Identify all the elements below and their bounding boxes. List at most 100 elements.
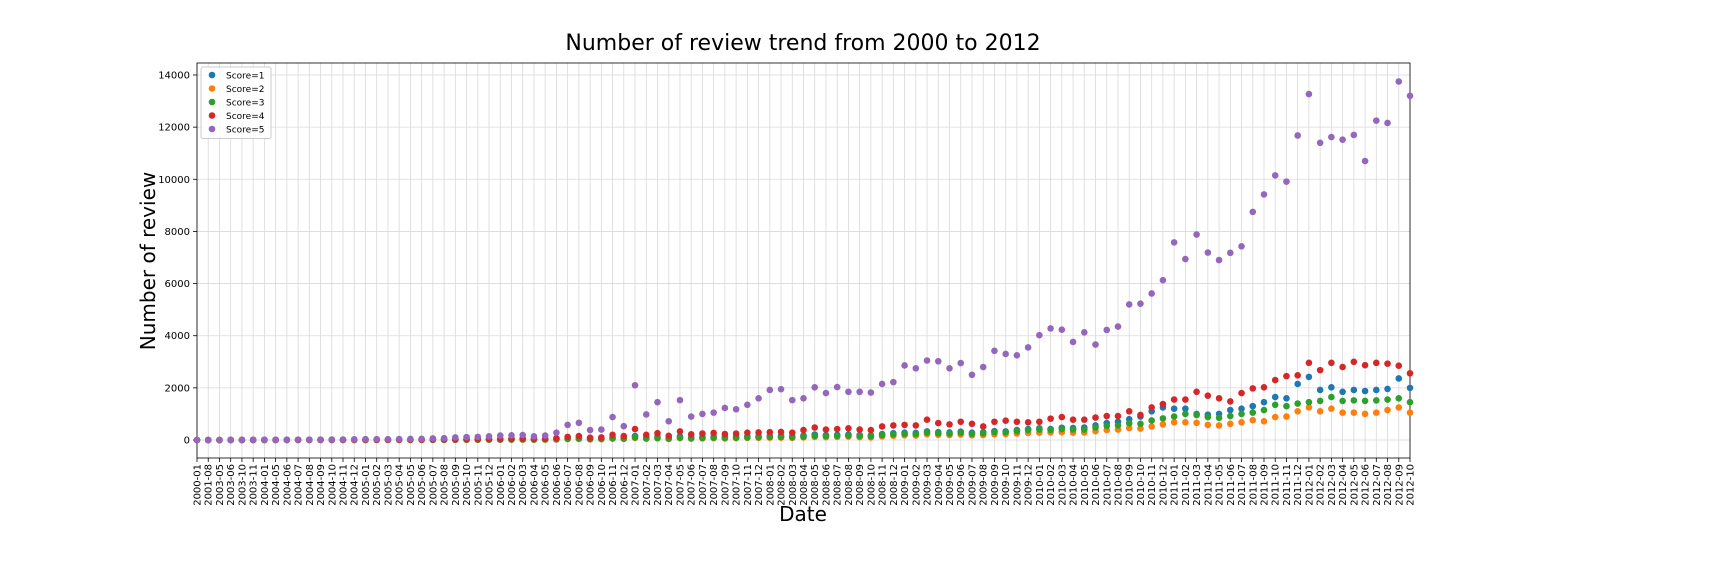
data-point	[1137, 425, 1144, 432]
data-point	[1406, 92, 1414, 100]
data-point	[1384, 406, 1391, 414]
data-point	[609, 413, 616, 421]
data-point	[1148, 417, 1155, 424]
data-point	[339, 436, 347, 443]
data-point	[867, 389, 875, 396]
data-point	[1002, 350, 1009, 358]
data-point	[1159, 400, 1167, 408]
data-point	[890, 422, 897, 429]
data-point	[1260, 398, 1268, 406]
x-tick-label: 2008-05	[810, 464, 821, 506]
data-point	[923, 357, 931, 364]
data-point	[979, 429, 987, 437]
data-point	[620, 422, 628, 430]
x-tick-label: 2003-05	[215, 464, 226, 506]
data-point	[744, 429, 751, 437]
data-point	[744, 401, 751, 409]
data-point	[1395, 404, 1403, 411]
data-point	[193, 436, 201, 444]
data-point	[699, 410, 706, 418]
data-point	[575, 432, 583, 440]
legend-label: Score=3	[226, 99, 264, 109]
data-point	[1361, 410, 1369, 418]
data-point	[912, 365, 920, 372]
x-tick-label: 2009-08	[979, 464, 990, 506]
x-tick-label: 2007-03	[653, 464, 664, 506]
data-point	[564, 421, 571, 429]
x-tick-label: 2010-12	[1158, 464, 1169, 506]
data-point	[1204, 421, 1212, 429]
data-point	[912, 430, 920, 438]
data-point	[1193, 388, 1200, 396]
data-point	[564, 433, 571, 441]
data-point	[1316, 408, 1324, 415]
data-point	[1159, 421, 1167, 428]
data-point	[1350, 358, 1358, 366]
data-point	[575, 419, 583, 427]
data-point	[1328, 384, 1335, 391]
y-tick-label: 0	[184, 436, 190, 447]
data-point	[1361, 397, 1369, 405]
data-point	[890, 378, 897, 386]
data-point	[1226, 249, 1234, 257]
x-tick-label: 2011-08	[1248, 464, 1259, 506]
data-point	[991, 347, 998, 355]
data-point	[676, 396, 684, 404]
legend-marker	[208, 125, 216, 133]
data-point	[1271, 393, 1279, 401]
data-point	[1294, 132, 1301, 139]
data-point	[1350, 409, 1358, 416]
data-point	[912, 422, 920, 429]
data-point	[598, 434, 605, 441]
data-point	[1305, 359, 1313, 367]
data-point	[934, 357, 942, 365]
data-point	[1047, 426, 1054, 434]
data-point	[766, 428, 774, 436]
data-point	[620, 432, 628, 440]
x-tick-label: 2008-12	[889, 464, 900, 506]
data-point	[1350, 131, 1358, 139]
data-point	[1114, 323, 1122, 330]
x-tick-label: 2007-02	[642, 464, 653, 506]
data-point	[654, 434, 661, 442]
x-tick-label: 2008-08	[844, 464, 855, 506]
data-point	[901, 430, 908, 438]
x-tick-label: 2012-05	[1349, 464, 1360, 506]
data-point	[811, 384, 819, 391]
x-tick-label: 2012-08	[1383, 464, 1394, 506]
data-point	[777, 433, 785, 441]
data-point	[1215, 414, 1223, 422]
x-tick-label: 2010-07	[1102, 464, 1113, 506]
x-tick-label: 2005-12	[485, 464, 496, 506]
data-point	[665, 432, 673, 440]
legend-marker	[208, 98, 216, 106]
data-point	[306, 436, 313, 443]
data-point	[665, 417, 673, 425]
data-point	[1283, 178, 1290, 185]
data-point	[1406, 369, 1414, 377]
y-tick-label: 2000	[165, 383, 190, 394]
data-point	[1395, 362, 1403, 370]
data-point	[1159, 415, 1167, 422]
data-point	[1204, 392, 1212, 399]
data-point	[362, 435, 369, 443]
x-tick-label: 2009-02	[911, 464, 922, 506]
data-point	[1271, 376, 1279, 384]
data-point	[1182, 410, 1189, 418]
x-tick-label: 2007-04	[664, 464, 675, 506]
data-point	[1013, 351, 1021, 359]
data-point	[1002, 417, 1009, 425]
data-point	[238, 436, 246, 444]
data-point	[991, 428, 998, 436]
data-point	[609, 431, 616, 439]
x-tick-label: 2006-06	[552, 464, 563, 506]
data-point	[676, 428, 684, 435]
x-tick-label: 2004-11	[339, 464, 350, 506]
data-point	[968, 420, 976, 428]
data-point	[1182, 405, 1189, 413]
data-point	[822, 426, 830, 433]
data-point	[800, 433, 807, 440]
data-point	[1384, 119, 1391, 127]
data-point	[878, 431, 886, 439]
